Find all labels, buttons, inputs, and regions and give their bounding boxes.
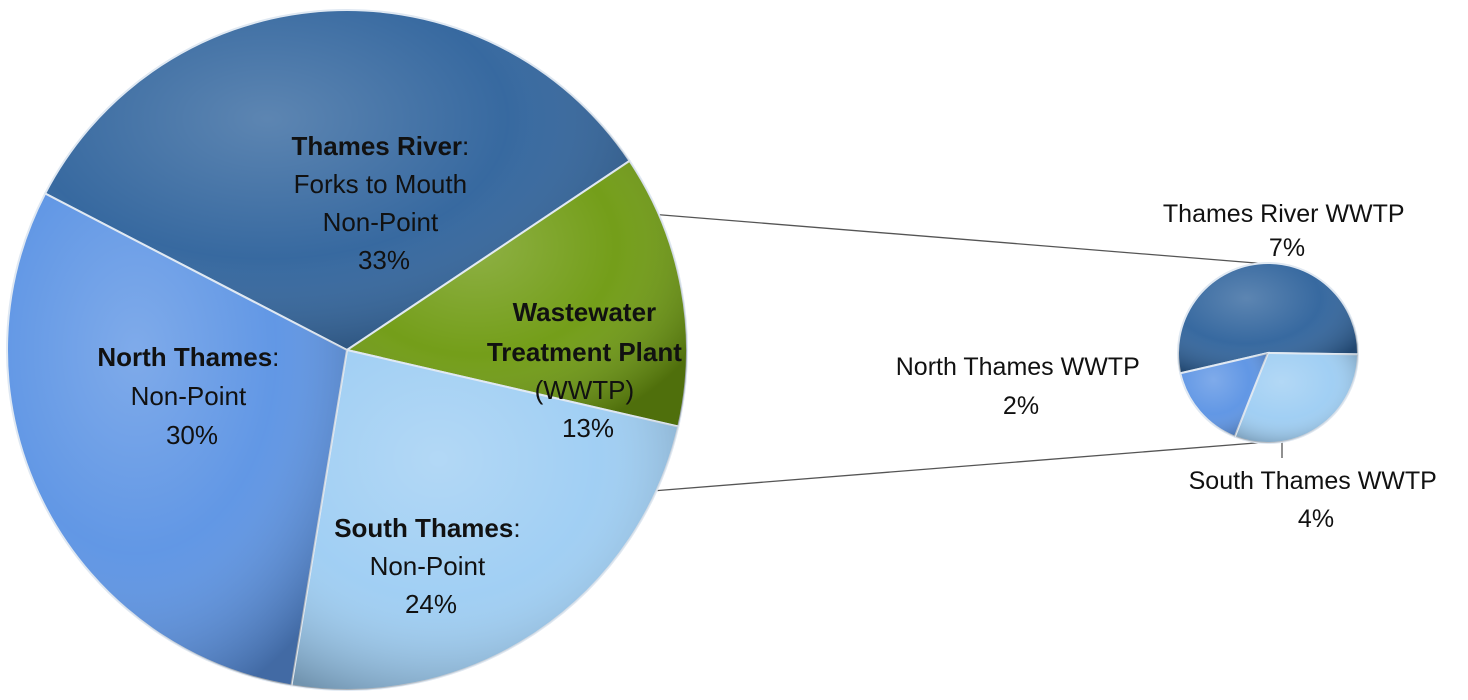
- data-label-south-thames-wwtp: South Thames WWTP 4%: [1189, 467, 1444, 533]
- pie-slice-shading-north: [6, 193, 348, 686]
- main-pie: [6, 9, 688, 691]
- connector-line-top: [649, 213, 1269, 265]
- pie-slice-shading-north_wwtp: [1180, 353, 1268, 437]
- data-label-wastewater-treatment-plant: Wastewater Treatment Plant (WWTP) 13%: [487, 297, 689, 443]
- pie-slice-shading-thames: [45, 9, 630, 350]
- data-label-north-thames-wwtp: North Thames WWTP 2%: [896, 353, 1147, 420]
- pie-slice-shading-wwtp: [347, 160, 687, 427]
- data-label-thames-river: Thames River: Forks to Mouth Non-Point 3…: [292, 131, 477, 275]
- secondary-pie: [1177, 262, 1360, 444]
- data-label-south-thames: South Thames: Non-Point 24%: [334, 513, 528, 619]
- data-label-thames-river-wwtp: Thames River WWTP 7%: [1163, 200, 1411, 262]
- data-label-north-thames: North Thames: Non-Point 30%: [97, 342, 286, 450]
- connector-line-bottom: [651, 441, 1269, 492]
- pie-slice-shading-south: [291, 350, 679, 690]
- pie-slice-shading-south_wwtp: [1234, 353, 1358, 444]
- pie-slice-shading-thames_wwtp: [1178, 263, 1359, 374]
